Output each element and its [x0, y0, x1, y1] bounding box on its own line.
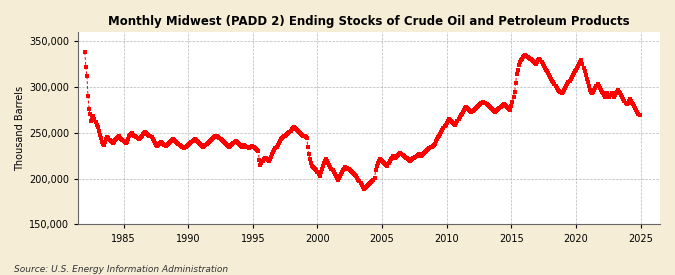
- Text: Source: U.S. Energy Information Administration: Source: U.S. Energy Information Administ…: [14, 265, 227, 274]
- Y-axis label: Thousand Barrels: Thousand Barrels: [15, 86, 25, 171]
- Title: Monthly Midwest (PADD 2) Ending Stocks of Crude Oil and Petroleum Products: Monthly Midwest (PADD 2) Ending Stocks o…: [109, 15, 630, 28]
